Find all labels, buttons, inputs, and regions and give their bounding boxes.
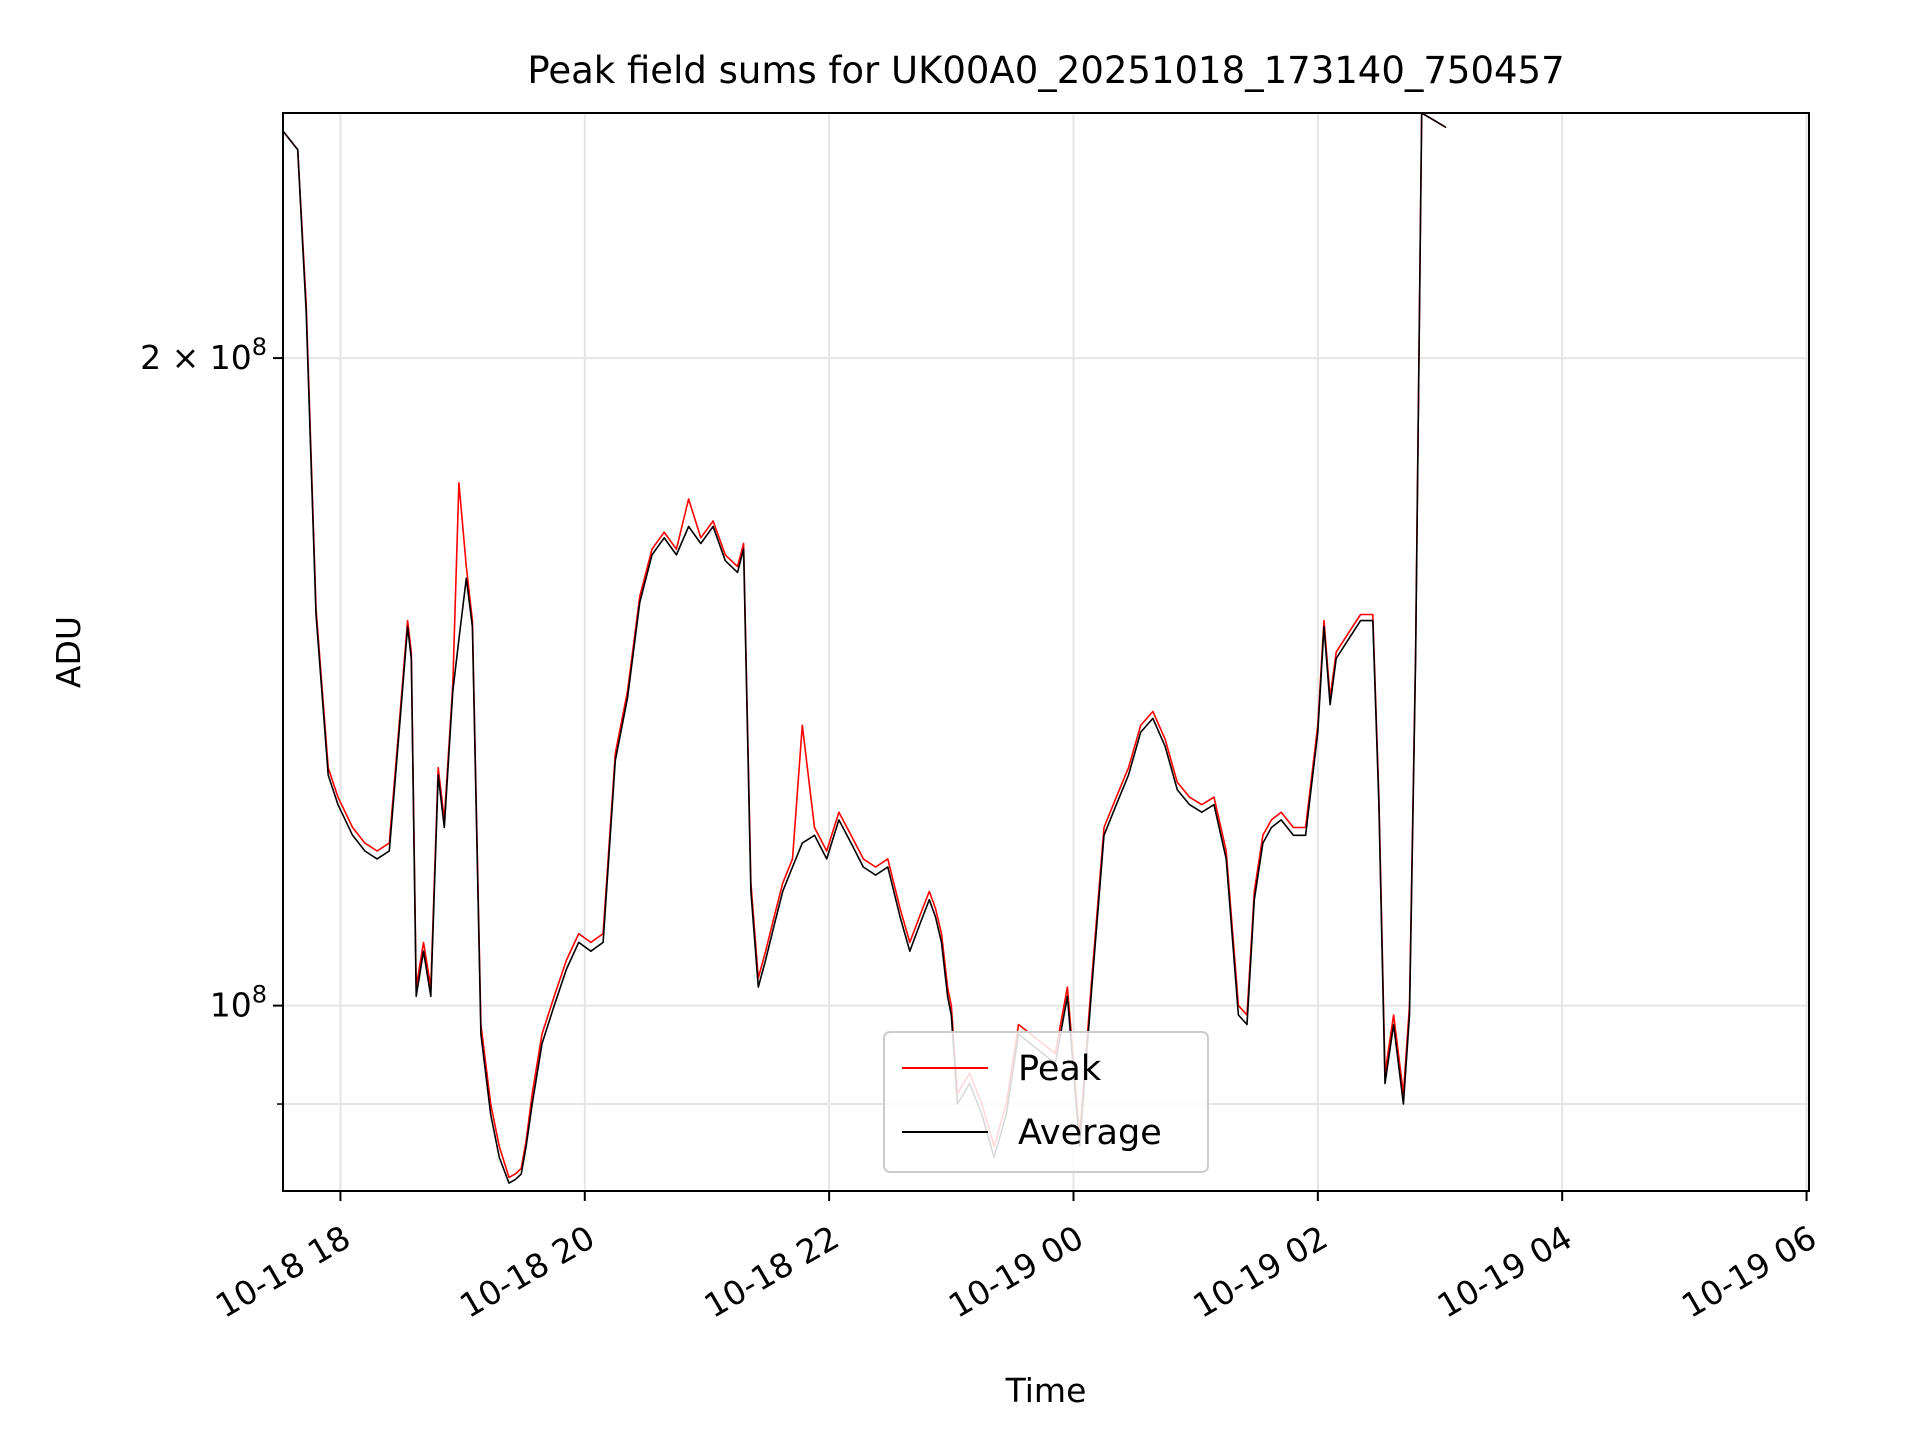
legend-label-peak: Peak xyxy=(1018,1049,1102,1089)
series-line-peak xyxy=(282,112,1447,1179)
legend-label-average: Average xyxy=(1018,1113,1162,1153)
series-layer xyxy=(282,112,1447,1184)
y-axis-label: ADU xyxy=(49,616,88,688)
x-axis-label: Time xyxy=(1005,1371,1087,1410)
series-line-average xyxy=(282,112,1447,1184)
grid xyxy=(283,113,1809,1191)
chart-title: Peak field sums for UK00A0_20251018_1731… xyxy=(527,49,1564,92)
legend: Peak Average xyxy=(883,1031,1209,1173)
y-tick-label: 2 × 108 xyxy=(140,333,267,377)
plot-frame xyxy=(282,112,1810,1192)
